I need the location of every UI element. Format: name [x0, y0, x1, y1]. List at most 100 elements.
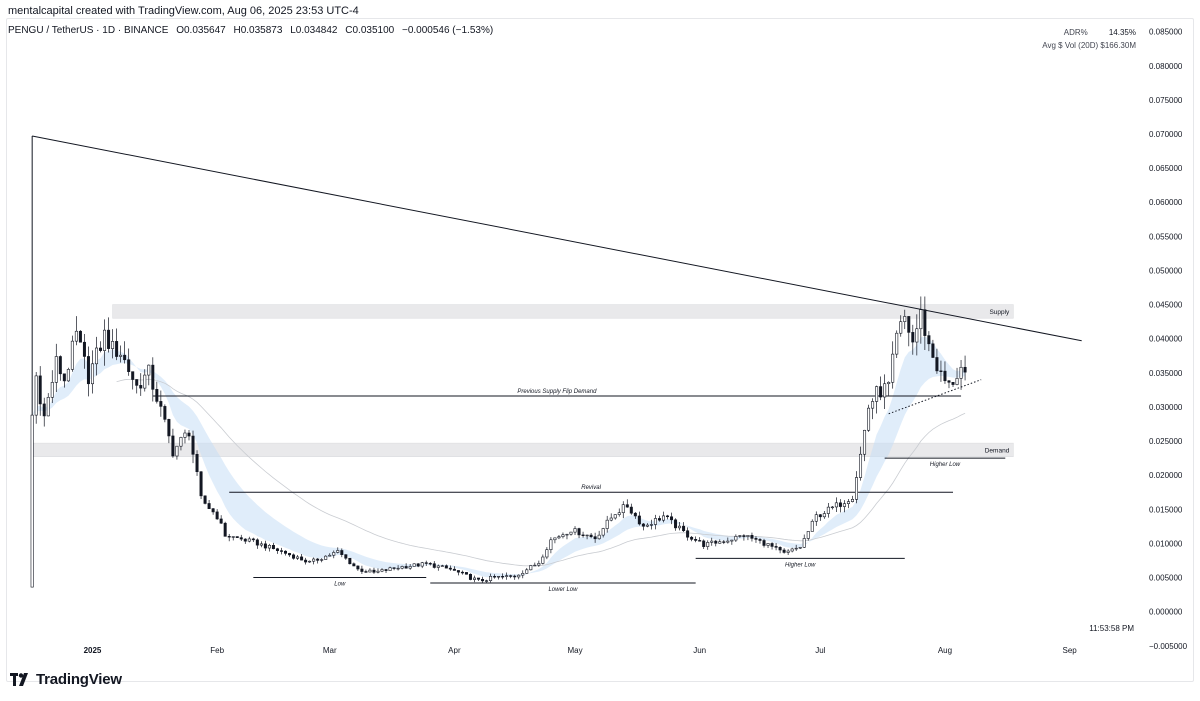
candle-body: [850, 499, 854, 502]
candle-body: [830, 506, 834, 509]
candle-body: [231, 536, 235, 538]
candle-body: [283, 550, 287, 554]
candle-body: [384, 569, 388, 571]
candle-body: [613, 514, 617, 519]
candle-body: [292, 554, 296, 559]
candle-body: [762, 540, 766, 546]
candle-body: [34, 375, 38, 416]
level-label: Low: [334, 582, 346, 588]
candle-body: [557, 536, 561, 539]
candle-body: [545, 549, 549, 558]
candle-body: [481, 578, 485, 582]
x-tick-label: Jun: [693, 646, 706, 655]
candle-body: [452, 568, 456, 571]
candle-body: [754, 538, 758, 540]
symbol-label[interactable]: PENGU / TetherUS · 1D · BINANCE: [8, 25, 169, 36]
candle-body: [879, 386, 883, 398]
tradingview-logo[interactable]: TradingView: [10, 671, 122, 688]
candle-body: [115, 341, 119, 357]
candle-body: [420, 562, 424, 567]
candle-body: [859, 453, 863, 478]
candle-body: [963, 366, 967, 373]
candle-body: [867, 407, 871, 431]
candle-body: [199, 471, 203, 497]
candle-body: [722, 541, 726, 543]
candle-body: [308, 560, 312, 563]
candle-body: [175, 445, 179, 457]
candle-body: [239, 537, 243, 540]
candle-body: [947, 380, 951, 383]
candle-body: [207, 503, 211, 509]
y-tick-label: 0.005000: [1149, 574, 1183, 583]
candle-body: [702, 540, 706, 547]
candle-body: [517, 574, 521, 578]
candle-body: [456, 570, 460, 573]
candle-body: [661, 515, 665, 521]
ohlc-legend: PENGU / TetherUS · 1D · BINANCE O0.03564…: [8, 25, 498, 36]
zone-supply: [112, 304, 1014, 319]
y-tick-label: 0.085000: [1149, 28, 1183, 37]
x-tick-label: Apr: [448, 646, 461, 655]
candle-body: [955, 378, 959, 385]
candle-body: [408, 566, 412, 569]
candle-body: [810, 520, 814, 532]
candle-body: [372, 569, 376, 573]
zone-label: Supply: [989, 309, 1010, 316]
candle-body: [392, 567, 396, 569]
candle-body: [191, 435, 195, 455]
candle-body: [388, 567, 392, 571]
candle-body: [336, 550, 340, 553]
candle-body: [416, 563, 420, 567]
candle-body: [493, 576, 497, 578]
candle-body: [42, 403, 46, 417]
candle-body: [247, 538, 251, 542]
candle-body: [573, 528, 577, 533]
candle-body: [782, 549, 786, 553]
candle-body: [275, 548, 279, 551]
candle-body: [549, 539, 553, 550]
candle-body: [657, 518, 661, 521]
candle-body: [513, 575, 517, 578]
candle-body: [585, 534, 589, 537]
candle-body: [629, 506, 633, 514]
candle-body: [806, 531, 810, 539]
candle-body: [183, 432, 187, 438]
candle-body: [505, 575, 509, 577]
candle-body: [320, 559, 324, 561]
candle-body: [854, 477, 858, 500]
candle-body: [718, 541, 722, 544]
candle-body: [58, 356, 62, 375]
ema-cloud: [32, 336, 966, 578]
candle-body: [131, 371, 135, 380]
x-tick-label: May: [567, 646, 582, 655]
candle-body: [846, 501, 850, 504]
candle-body: [50, 382, 54, 398]
candle-body: [501, 576, 505, 578]
candle-body: [577, 528, 581, 536]
candle-body: [883, 383, 887, 398]
y-tick-label: 0.000000: [1149, 608, 1183, 617]
candle-body: [653, 518, 657, 525]
candle-body: [818, 514, 822, 518]
candle-body: [887, 381, 891, 385]
candle-body: [263, 543, 267, 549]
y-tick-label: 0.030000: [1149, 403, 1183, 412]
candle-body: [380, 569, 384, 572]
candle-body: [99, 347, 103, 351]
candle-body: [328, 554, 332, 557]
level-label: Revival: [581, 485, 601, 491]
candle-body: [666, 515, 670, 518]
candle-body: [119, 354, 123, 357]
candle-body: [581, 534, 585, 537]
open-value: O0.035647: [176, 25, 226, 36]
candle-body: [163, 406, 167, 420]
level-label: Lower Low: [548, 587, 578, 593]
candle-body: [139, 385, 143, 389]
candle-body: [726, 540, 730, 543]
candle-body: [485, 580, 489, 582]
adr-row: ADR% 14.35%: [1042, 26, 1136, 39]
candle-body: [593, 536, 597, 540]
candle-body: [770, 543, 774, 547]
y-tick-label: 0.040000: [1149, 335, 1183, 344]
